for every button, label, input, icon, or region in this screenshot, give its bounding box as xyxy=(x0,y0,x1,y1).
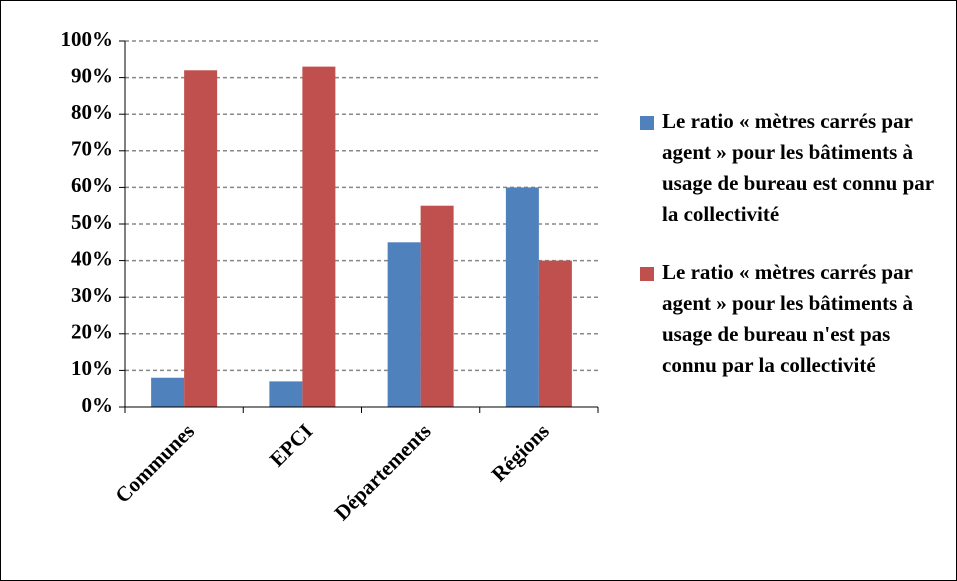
bar xyxy=(184,70,218,407)
legend-swatch xyxy=(640,267,654,281)
legend-label: Le ratio « mètres carrés par agent » pou… xyxy=(662,260,914,377)
y-tick-label: 90% xyxy=(71,63,113,87)
y-tick-label: 30% xyxy=(71,283,113,307)
legend-swatch xyxy=(640,116,654,130)
bar xyxy=(420,205,454,407)
y-tick-label: 40% xyxy=(71,246,113,270)
bar xyxy=(387,242,421,407)
legend-entry: Le ratio « mètres carrés par agent » pou… xyxy=(640,106,950,230)
y-tick-label: 60% xyxy=(71,173,113,197)
legend-label: Le ratio « mètres carrés par agent » pou… xyxy=(662,109,934,226)
y-tick-label: 10% xyxy=(71,356,113,380)
y-tick-label: 80% xyxy=(71,100,113,124)
bar xyxy=(269,381,303,407)
y-tick-label: 20% xyxy=(71,320,113,344)
bar xyxy=(302,66,336,408)
legend-entry: Le ratio « mètres carrés par agent » pou… xyxy=(640,257,950,381)
legend: Le ratio « mètres carrés par agent » pou… xyxy=(640,106,950,408)
y-tick-label: 100% xyxy=(61,27,114,51)
y-tick-label: 70% xyxy=(71,137,113,161)
y-tick-label: 50% xyxy=(71,210,113,234)
bar xyxy=(151,377,185,407)
bar xyxy=(538,260,572,407)
bar xyxy=(505,187,539,407)
y-tick-label: 0% xyxy=(82,393,114,417)
